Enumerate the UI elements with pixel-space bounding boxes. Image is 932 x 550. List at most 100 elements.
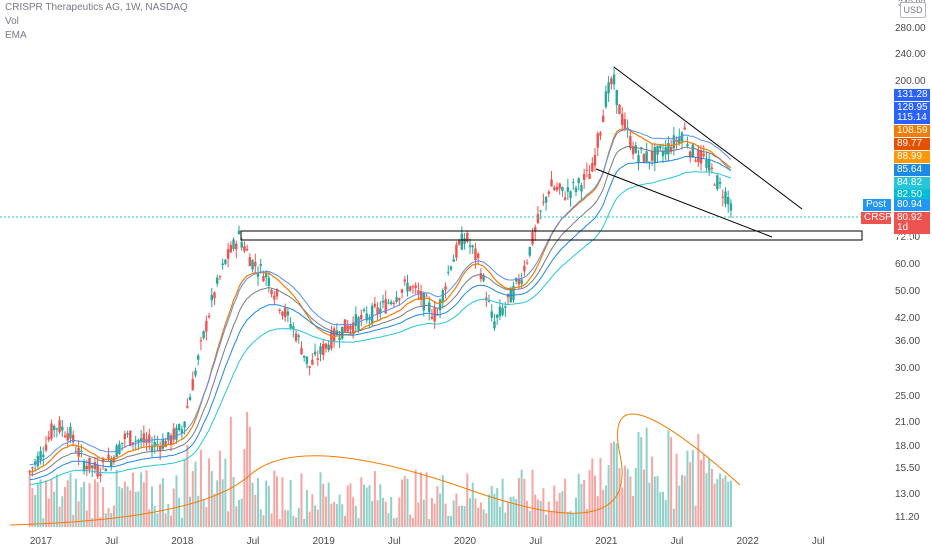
volume-bar bbox=[134, 491, 137, 527]
volume-bar bbox=[406, 478, 409, 527]
volume-bar bbox=[210, 471, 213, 527]
time-tick-label: 2019 bbox=[313, 536, 336, 547]
volume-bar bbox=[213, 493, 216, 527]
volume-bar bbox=[523, 478, 526, 527]
volume-bar bbox=[713, 483, 716, 527]
volume-bar bbox=[199, 449, 202, 527]
volume-bar bbox=[330, 503, 333, 527]
candle-body bbox=[245, 248, 249, 251]
volume-bar bbox=[444, 503, 447, 527]
volume-bar bbox=[719, 473, 722, 527]
trendline-lower bbox=[595, 168, 773, 238]
volume-bar bbox=[659, 492, 662, 527]
candle-body bbox=[678, 136, 681, 144]
volume-bar bbox=[178, 497, 181, 527]
candle-body bbox=[197, 355, 200, 360]
volume-ema-line bbox=[9, 413, 741, 526]
candle-body bbox=[88, 457, 91, 470]
volume-bar bbox=[123, 481, 126, 527]
candle-body bbox=[436, 313, 439, 315]
volume-bar bbox=[670, 437, 673, 527]
volume-bar bbox=[651, 456, 654, 527]
volume-indicator-label[interactable]: Vol bbox=[5, 16, 19, 27]
volume-bar bbox=[583, 479, 586, 527]
trendline-upper bbox=[613, 66, 803, 210]
volume-bar bbox=[591, 458, 594, 527]
candle-body bbox=[727, 196, 730, 205]
candle-body bbox=[283, 307, 287, 318]
volume-bar bbox=[161, 478, 164, 527]
candle-body bbox=[123, 433, 127, 440]
candle-body bbox=[303, 355, 306, 358]
candle-body bbox=[278, 309, 281, 311]
volume-bar bbox=[305, 489, 308, 527]
candle-body bbox=[493, 321, 496, 329]
candle-body bbox=[61, 426, 64, 431]
candle-body bbox=[74, 451, 78, 453]
volume-bar bbox=[689, 462, 692, 527]
volume-bar bbox=[227, 511, 230, 527]
volume-bar bbox=[501, 478, 504, 527]
symbol-tag: CRSP bbox=[861, 212, 892, 224]
price-tag: 108.59 bbox=[894, 125, 930, 137]
volume-bar bbox=[148, 509, 151, 527]
volume-bar bbox=[485, 513, 488, 527]
candle-body bbox=[77, 447, 80, 457]
volume-bar bbox=[140, 472, 143, 527]
volume-bar bbox=[368, 485, 371, 527]
volume-bar bbox=[91, 518, 94, 527]
volume-bar bbox=[297, 507, 300, 527]
volume-bar bbox=[39, 479, 42, 527]
symbol-title[interactable]: CRISPR Therapeutics AG, 1W, NASDAQ bbox=[5, 2, 188, 13]
candle-body bbox=[610, 78, 613, 85]
volume-bar bbox=[479, 502, 482, 527]
volume-bar bbox=[691, 450, 694, 527]
candle-body bbox=[327, 344, 330, 351]
ema-indicator-label[interactable]: EMA bbox=[5, 30, 27, 41]
volume-bar bbox=[545, 514, 548, 527]
candle-body bbox=[656, 145, 659, 155]
candle-body bbox=[471, 245, 474, 248]
volume-bar bbox=[653, 476, 656, 527]
candle-body bbox=[659, 145, 662, 149]
volume-bar bbox=[515, 499, 518, 527]
volume-bar bbox=[490, 485, 493, 527]
volume-bar bbox=[716, 479, 719, 527]
ema-line bbox=[29, 171, 732, 485]
candle-body bbox=[686, 144, 689, 146]
candle-body bbox=[33, 461, 37, 465]
candle-body bbox=[379, 308, 382, 314]
candle-body bbox=[311, 359, 314, 365]
volume-bar bbox=[428, 518, 431, 527]
candle-body bbox=[604, 91, 608, 107]
volume-bar bbox=[156, 513, 159, 527]
price-tag: 115.14 bbox=[894, 112, 930, 124]
candle-body bbox=[199, 340, 203, 342]
currency-button[interactable]: USD bbox=[900, 2, 926, 18]
volume-bar bbox=[379, 484, 382, 527]
volume-bar bbox=[131, 472, 134, 527]
price-tick-label: 15.50 bbox=[895, 463, 920, 474]
candle-body bbox=[558, 183, 561, 189]
candle-body bbox=[150, 445, 154, 453]
volume-bar bbox=[526, 500, 529, 527]
candle-body bbox=[574, 187, 578, 193]
candle-body bbox=[267, 277, 271, 287]
volume-bar bbox=[208, 458, 211, 527]
volume-bar bbox=[672, 508, 675, 527]
volume-bar bbox=[547, 501, 550, 527]
candle-body bbox=[447, 271, 450, 273]
volume-bar bbox=[371, 501, 374, 527]
volume-bar bbox=[433, 503, 436, 527]
candle-body bbox=[615, 89, 618, 106]
volume-bar bbox=[335, 503, 338, 527]
candle-body bbox=[718, 181, 722, 184]
candle-body bbox=[294, 333, 298, 341]
candle-body bbox=[297, 335, 300, 337]
candle-body bbox=[164, 441, 167, 448]
candle-body bbox=[444, 286, 447, 290]
volume-bar bbox=[509, 497, 512, 527]
volume-bar bbox=[194, 461, 197, 527]
candle-body bbox=[131, 442, 135, 445]
